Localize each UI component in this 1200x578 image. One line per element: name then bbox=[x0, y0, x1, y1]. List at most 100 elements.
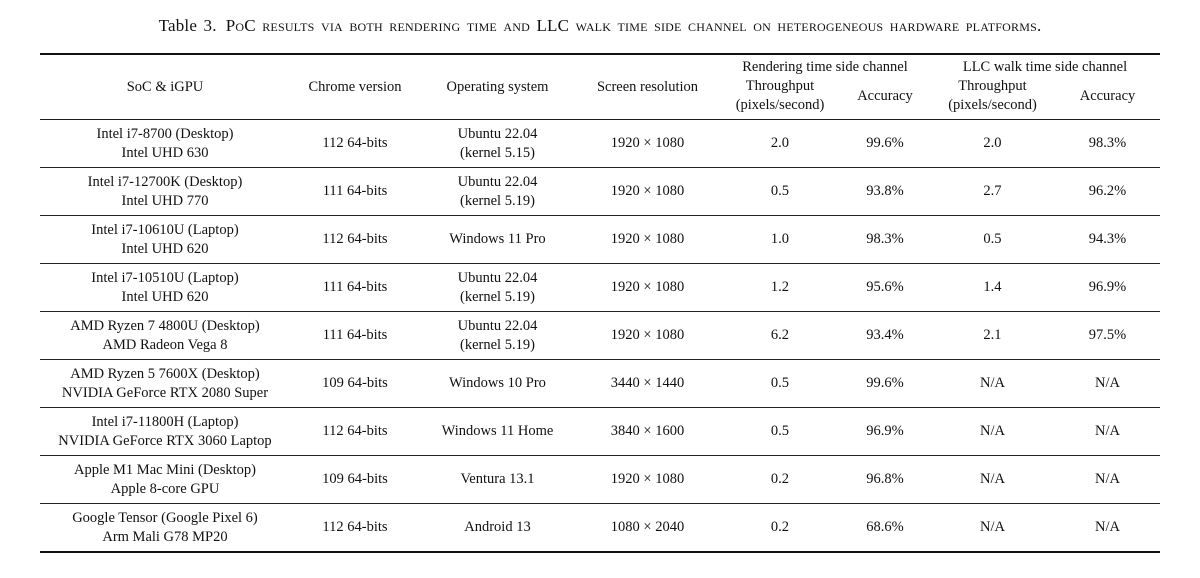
col-header-rendering-accuracy: Accuracy bbox=[857, 87, 913, 104]
throughput-label: Throughput bbox=[745, 78, 815, 95]
cell-chrome: 112 64-bits bbox=[322, 519, 388, 536]
table-row: Intel i7-11800H (Laptop) NVIDIA GeForce R… bbox=[39, 408, 1160, 456]
cell-line: Intel UHD 620 bbox=[121, 288, 209, 305]
cell-soc: Intel i7-10510U (Laptop) Intel UHD 620 bbox=[40, 264, 290, 312]
cell-chrome: 111 64-bits bbox=[322, 279, 388, 296]
cell-chrome: 109 64-bits bbox=[322, 471, 388, 488]
cell-chrome: 111 64-bits bbox=[322, 183, 388, 200]
cell-render-throughput: 0.5 bbox=[770, 375, 790, 392]
table-row: Apple M1 Mac Mini (Desktop) Apple 8-core … bbox=[39, 456, 1160, 504]
cell-soc: AMD Ryzen 5 7600X (Desktop) NVIDIA GeForc… bbox=[40, 360, 290, 408]
cell-resolution: 3840 × 1600 bbox=[610, 423, 685, 440]
cell-soc: Google Tensor (Google Pixel 6) Arm Mali G… bbox=[40, 504, 290, 552]
cell-resolution: 1920 × 1080 bbox=[610, 135, 685, 152]
cell-resolution: 1920 × 1080 bbox=[610, 183, 685, 200]
cell-render-accuracy: 93.8% bbox=[866, 183, 904, 200]
cell-llc-throughput: 1.4 bbox=[983, 279, 1002, 296]
cell-llc-throughput: N/A bbox=[979, 375, 1005, 392]
cell-llc-accuracy: 96.9% bbox=[1088, 279, 1127, 296]
table-caption: Table 3. PoC results via both rendering t… bbox=[0, 16, 1200, 36]
cell-render-accuracy: 99.6% bbox=[866, 135, 904, 152]
cell-os: Ubuntu 22.04 (kernel 5.19) bbox=[420, 264, 575, 312]
cell-resolution: 1920 × 1080 bbox=[610, 279, 685, 296]
col-header-operating-system: Operating system bbox=[446, 78, 549, 95]
cell-resolution: 1920 × 1080 bbox=[610, 471, 685, 488]
table-row: AMD Ryzen 5 7600X (Desktop) NVIDIA GeForc… bbox=[39, 360, 1160, 408]
table-row: Intel i7-10510U (Laptop) Intel UHD 620 111… bbox=[39, 264, 1160, 312]
cell-line: Google Tensor (Google Pixel 6) bbox=[72, 509, 258, 526]
cell-render-accuracy: 68.6% bbox=[866, 519, 904, 536]
cell-os: Android 13 bbox=[464, 519, 531, 536]
throughput-label: Throughput bbox=[958, 78, 1027, 95]
header-row-groups: SoC & iGPU Chrome version Operating syst… bbox=[40, 54, 1160, 95]
cell-llc-accuracy: N/A bbox=[1095, 423, 1120, 440]
cell-line: (kernel 5.19) bbox=[460, 336, 535, 353]
cell-soc: AMD Ryzen 7 4800U (Desktop) AMD Radeon Ve… bbox=[40, 312, 290, 360]
col-header-soc-igpu: SoC & iGPU bbox=[126, 78, 204, 95]
cell-line: (kernel 5.15) bbox=[460, 144, 535, 161]
cell-line: Intel i7-11800H (Laptop) bbox=[91, 413, 239, 430]
cell-resolution: 1920 × 1080 bbox=[610, 327, 685, 344]
cell-line: Ubuntu 22.04 bbox=[457, 173, 538, 190]
cell-os: Windows 11 Home bbox=[441, 423, 554, 440]
cell-line: Ubuntu 22.04 bbox=[457, 317, 538, 334]
cell-soc: Apple M1 Mac Mini (Desktop) Apple 8-core … bbox=[40, 456, 290, 504]
cell-resolution: 1920 × 1080 bbox=[610, 231, 685, 248]
cell-line: AMD Radeon Vega 8 bbox=[102, 336, 228, 353]
cell-resolution: 1080 × 2040 bbox=[610, 519, 685, 536]
col-header-llc-accuracy: Accuracy bbox=[1079, 87, 1136, 104]
cell-llc-throughput: 2.0 bbox=[983, 135, 1002, 152]
cell-render-throughput: 0.5 bbox=[770, 183, 790, 200]
cell-os: Windows 11 Pro bbox=[449, 231, 546, 248]
cell-line: Intel i7-12700K (Desktop) bbox=[87, 173, 243, 190]
cell-llc-accuracy: 97.5% bbox=[1088, 327, 1127, 344]
cell-line: Intel i7-10510U (Laptop) bbox=[91, 269, 239, 286]
cell-render-accuracy: 96.9% bbox=[866, 423, 904, 440]
cell-soc: Intel i7-11800H (Laptop) NVIDIA GeForce R… bbox=[40, 408, 290, 456]
cell-soc: Intel i7-12700K (Desktop) Intel UHD 770 bbox=[40, 168, 290, 216]
cell-render-throughput: 2.0 bbox=[770, 135, 790, 152]
header-row-subcolumns: Throughput (pixels/second) Accuracy Throu… bbox=[40, 77, 1160, 120]
cell-llc-throughput: 0.5 bbox=[983, 231, 1002, 248]
cell-line: NVIDIA GeForce RTX 3060 Laptop bbox=[58, 432, 272, 449]
cell-render-throughput: 1.2 bbox=[770, 279, 790, 296]
cell-llc-accuracy: 98.3% bbox=[1088, 135, 1127, 152]
cell-render-throughput: 0.2 bbox=[770, 519, 790, 536]
cell-chrome: 112 64-bits bbox=[322, 135, 388, 152]
cell-render-throughput: 1.0 bbox=[770, 231, 790, 248]
throughput-unit: (pixels/second) bbox=[948, 97, 1037, 114]
cell-chrome: 109 64-bits bbox=[322, 375, 388, 392]
cell-render-throughput: 0.2 bbox=[770, 471, 790, 488]
table-caption-text: PoC results via both rendering time and … bbox=[225, 16, 1042, 35]
throughput-unit: (pixels/second) bbox=[735, 97, 825, 114]
cell-os: Ventura 13.1 bbox=[460, 471, 535, 488]
cell-chrome: 112 64-bits bbox=[322, 231, 388, 248]
cell-llc-accuracy: N/A bbox=[1095, 519, 1120, 536]
cell-line: Intel UHD 620 bbox=[121, 240, 209, 257]
cell-line: (kernel 5.19) bbox=[460, 192, 535, 209]
cell-line: Arm Mali G78 MP20 bbox=[102, 528, 228, 545]
cell-render-accuracy: 95.6% bbox=[866, 279, 904, 296]
table-caption-number: Table 3. bbox=[158, 16, 217, 35]
cell-line: Intel i7-10610U (Laptop) bbox=[91, 221, 239, 238]
col-header-llc-throughput: Throughput (pixels/second) bbox=[930, 77, 1055, 120]
cell-render-accuracy: 96.8% bbox=[866, 471, 904, 488]
cell-chrome: 112 64-bits bbox=[322, 423, 388, 440]
cell-line: Ubuntu 22.04 bbox=[457, 269, 538, 286]
cell-soc: Intel i7-10610U (Laptop) Intel UHD 620 bbox=[40, 216, 290, 264]
cell-chrome: 111 64-bits bbox=[322, 327, 388, 344]
cell-render-accuracy: 99.6% bbox=[866, 375, 904, 392]
table-row: Intel i7-12700K (Desktop) Intel UHD 770 11… bbox=[39, 168, 1160, 216]
cell-llc-throughput: N/A bbox=[979, 471, 1005, 488]
results-table: SoC & iGPU Chrome version Operating syst… bbox=[39, 53, 1160, 553]
cell-os: Ubuntu 22.04 (kernel 5.19) bbox=[420, 168, 575, 216]
cell-render-accuracy: 98.3% bbox=[866, 231, 904, 248]
group-header-llc-walk-time: LLC walk time side channel bbox=[962, 59, 1128, 75]
cell-line: Intel i7-8700 (Desktop) bbox=[96, 125, 234, 142]
table-row: Intel i7-8700 (Desktop) Intel UHD 630 112 … bbox=[39, 120, 1160, 168]
table-header: SoC & iGPU Chrome version Operating syst… bbox=[39, 54, 1160, 120]
cell-llc-throughput: 2.1 bbox=[983, 327, 1002, 344]
col-header-chrome-version: Chrome version bbox=[308, 78, 402, 95]
cell-line: AMD Ryzen 7 4800U (Desktop) bbox=[70, 317, 260, 334]
cell-render-throughput: 0.5 bbox=[770, 423, 790, 440]
